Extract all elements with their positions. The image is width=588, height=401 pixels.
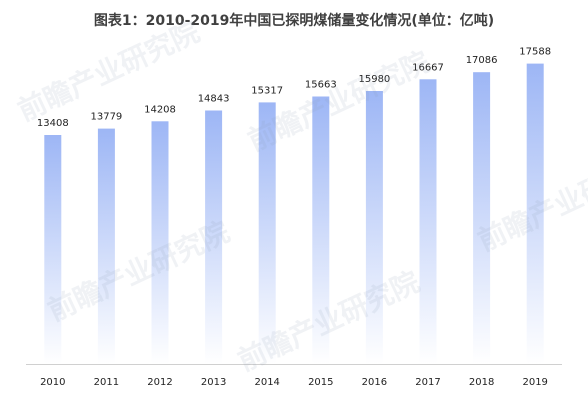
x-tick-labels-group: 2010 2011 2012 2013 2014 2015 2016 2017 2018 2019 bbox=[40, 377, 548, 388]
chart-title: 图表1：2010-2019年中国已探明煤储量变化情况(单位：亿吨) bbox=[93, 13, 495, 29]
x-tick-label-2019: 2019 bbox=[522, 377, 547, 388]
value-label-2017: 16667 bbox=[412, 62, 444, 73]
x-tick-label-2015: 2015 bbox=[308, 377, 333, 388]
x-tick-label-2013: 2013 bbox=[201, 377, 226, 388]
value-label-2014: 15317 bbox=[251, 85, 283, 96]
x-tick-label-2014: 2014 bbox=[254, 377, 279, 388]
bar-2018 bbox=[473, 72, 491, 364]
value-label-2013: 14843 bbox=[198, 94, 230, 105]
x-tick-label-2017: 2017 bbox=[415, 377, 440, 388]
x-tick-label-2012: 2012 bbox=[147, 377, 172, 388]
x-tick-label-2010: 2010 bbox=[40, 377, 65, 388]
x-tick-label-2011: 2011 bbox=[94, 377, 119, 388]
bar-2012 bbox=[151, 121, 169, 364]
value-label-2016: 15980 bbox=[358, 74, 390, 85]
value-label-2015: 15663 bbox=[305, 80, 337, 91]
x-tick-label-2016: 2016 bbox=[362, 377, 387, 388]
bar-2014 bbox=[258, 102, 276, 365]
value-label-2012: 14208 bbox=[144, 104, 176, 115]
bar-2013 bbox=[205, 110, 223, 364]
bar-2016 bbox=[365, 91, 383, 364]
bar-2015 bbox=[312, 96, 330, 364]
value-label-2018: 17086 bbox=[466, 55, 498, 66]
value-label-2019: 17588 bbox=[519, 47, 551, 58]
bar-2010 bbox=[44, 135, 62, 364]
bar-2019 bbox=[526, 63, 544, 364]
bar-2011 bbox=[97, 128, 115, 364]
bar-2017 bbox=[419, 79, 437, 365]
value-labels-group: 13408 13779 14208 14843 15317 15663 15980 16667… bbox=[37, 47, 551, 129]
value-label-2010: 13408 bbox=[37, 118, 69, 129]
value-label-2011: 13779 bbox=[90, 112, 122, 123]
bars-group bbox=[44, 63, 544, 365]
x-tick-label-2018: 2018 bbox=[469, 377, 494, 388]
